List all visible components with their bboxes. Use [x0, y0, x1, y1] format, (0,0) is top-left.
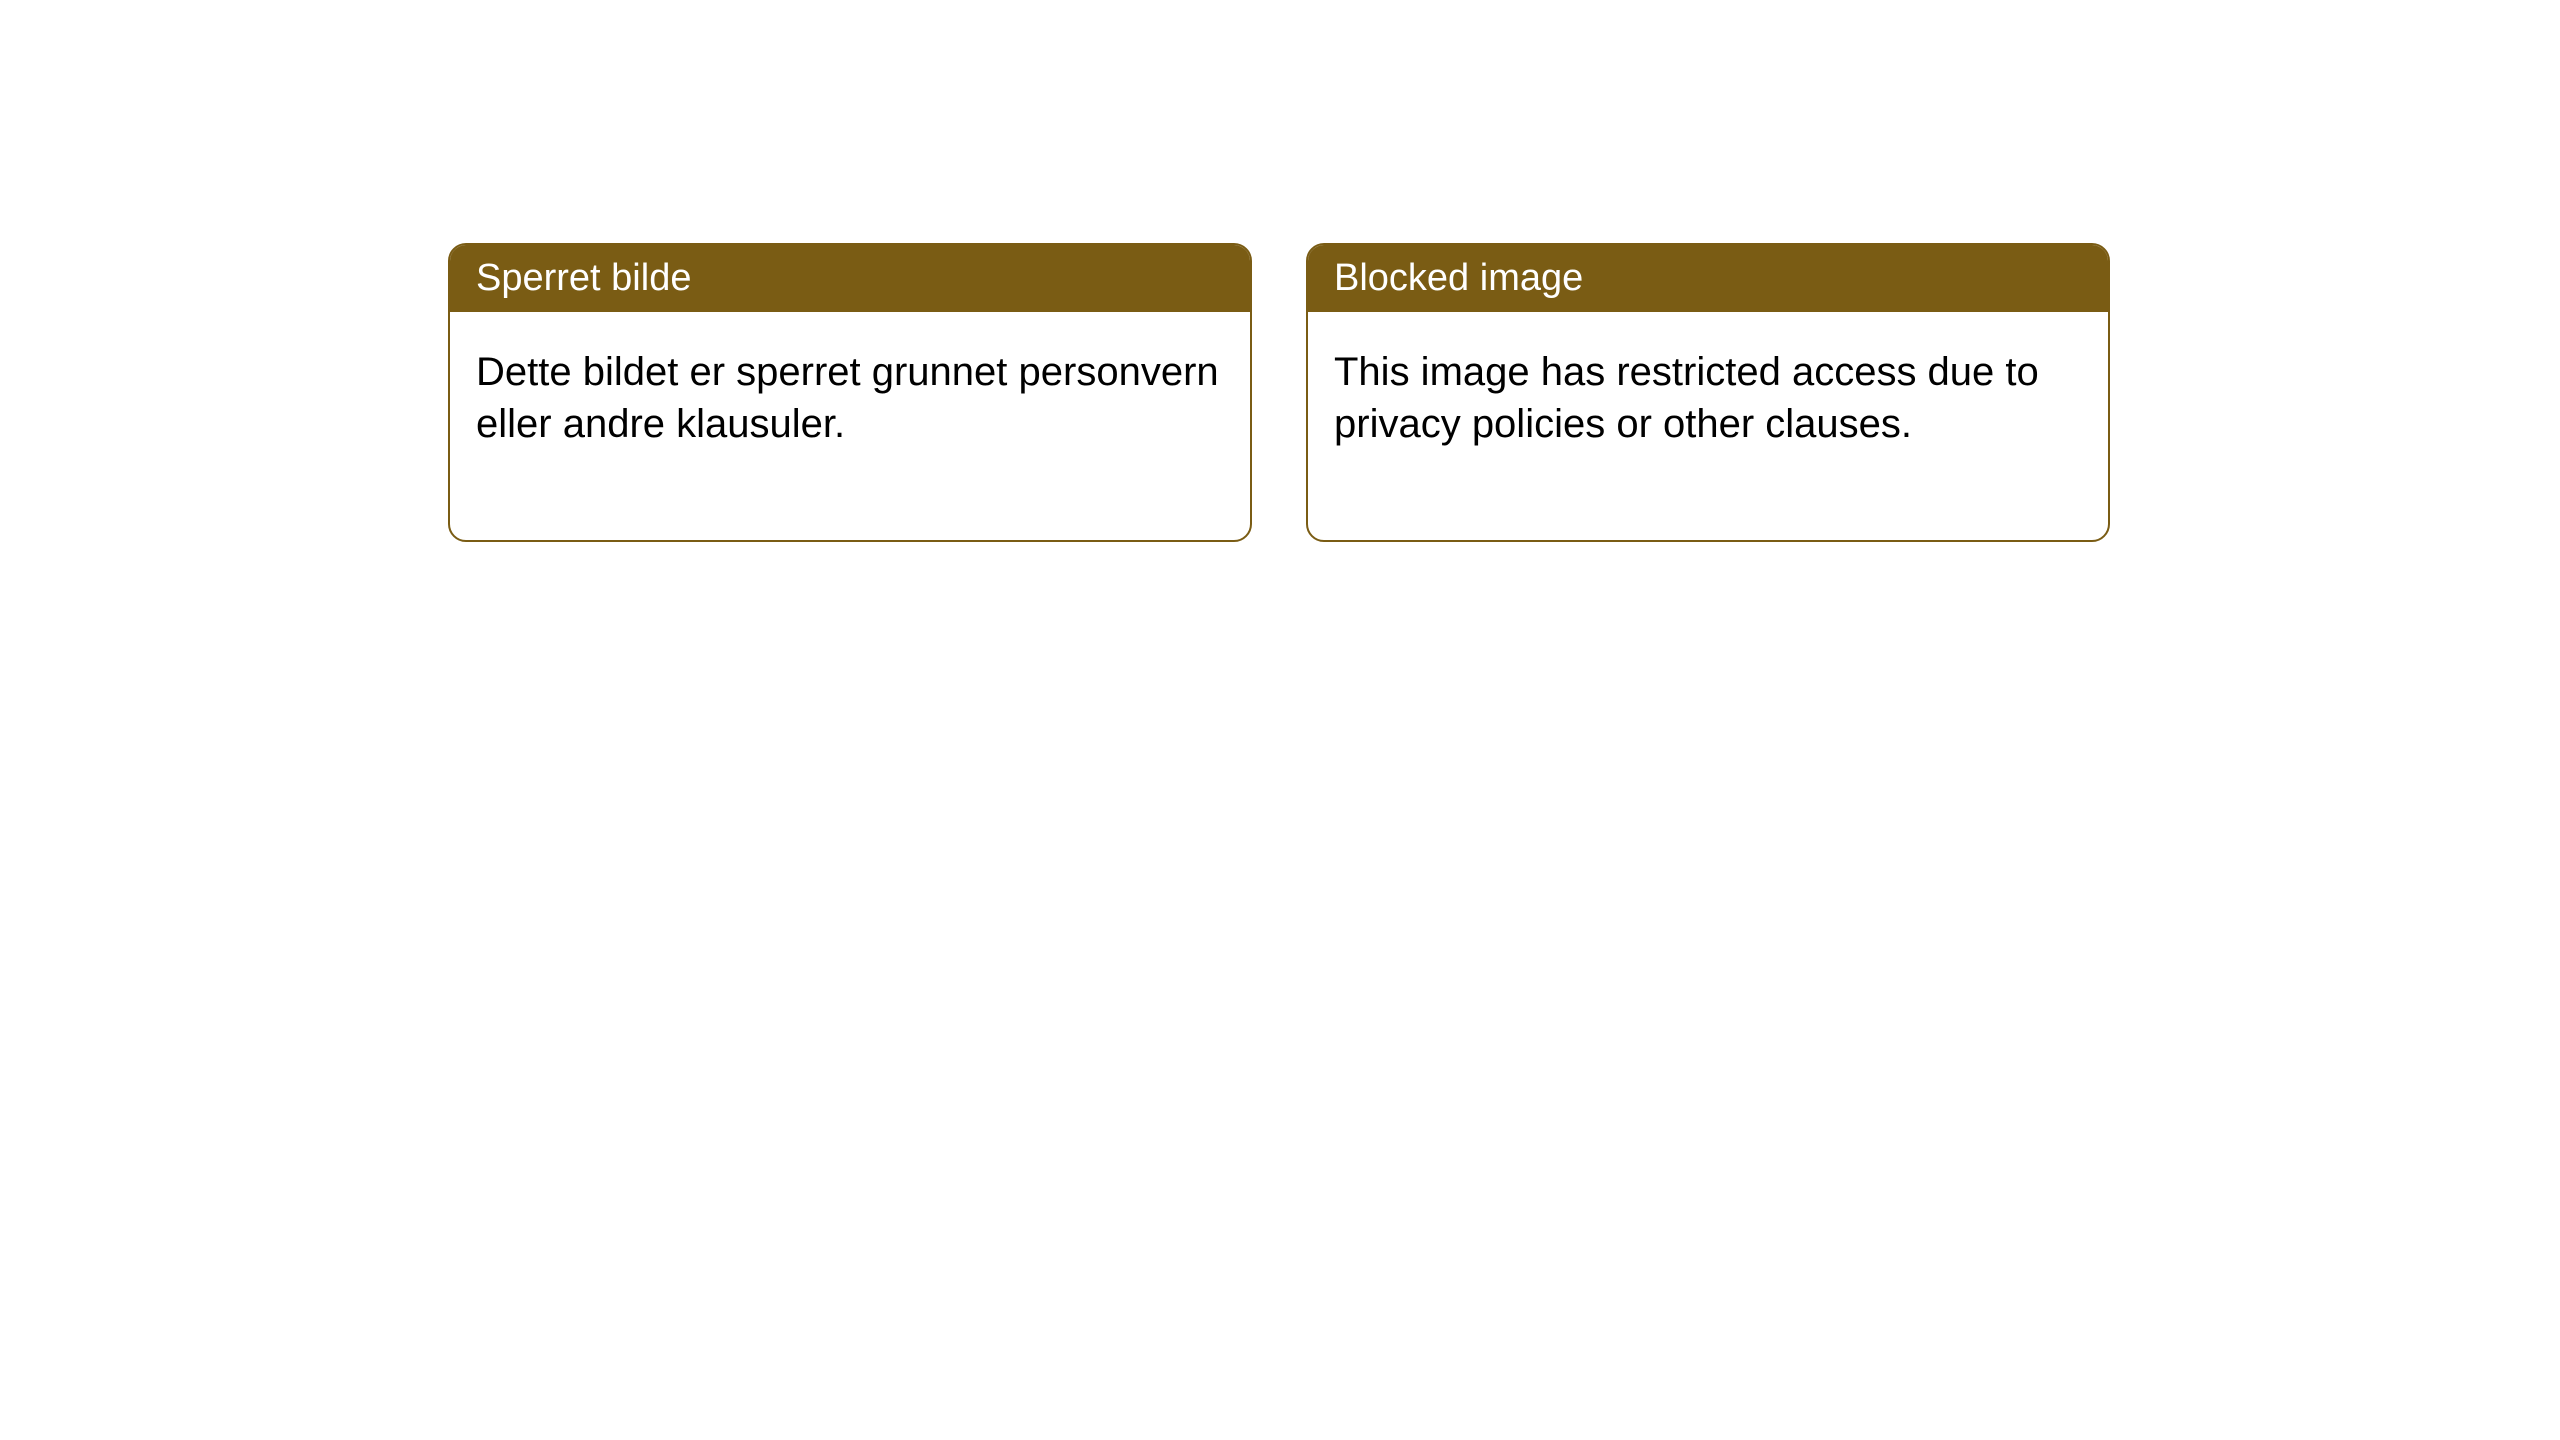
notice-container: Sperret bilde Dette bildet er sperret gr… [0, 0, 2560, 542]
notice-card-title-no: Sperret bilde [450, 245, 1250, 312]
notice-card-body-no: Dette bildet er sperret grunnet personve… [450, 312, 1250, 540]
notice-card-title-en: Blocked image [1308, 245, 2108, 312]
notice-card-body-en: This image has restricted access due to … [1308, 312, 2108, 540]
notice-card-en: Blocked image This image has restricted … [1306, 243, 2110, 542]
notice-card-no: Sperret bilde Dette bildet er sperret gr… [448, 243, 1252, 542]
